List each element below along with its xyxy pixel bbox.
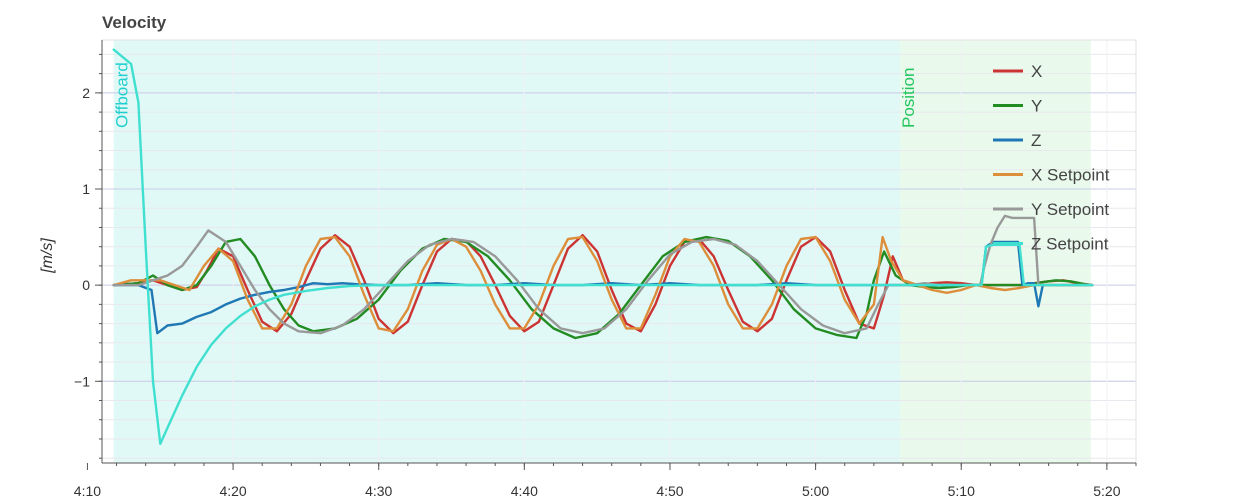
legend-label-z-setpoint: Z Setpoint	[1031, 235, 1109, 254]
x-tick-label: 5:20	[1093, 483, 1120, 499]
y-axis-label: [m/s]	[39, 238, 56, 274]
legend-label-z: Z	[1031, 131, 1041, 150]
legend-label-y-setpoint: Y Setpoint	[1031, 200, 1109, 219]
chart-labels: Offboard Position Velocity [m/s]	[39, 13, 918, 274]
x-tick-label: 4:50	[656, 483, 683, 499]
x-tick-label: 4:30	[365, 483, 392, 499]
y-tick-label: 1	[82, 181, 90, 197]
flight-mode-bands	[113, 40, 1091, 463]
legend-label-x: X	[1031, 62, 1042, 81]
axes: 2 1 0 −1 4:10 4:20 4:30 4:40 4:50 5:00 5:10 5:20	[74, 39, 1137, 499]
mode-band-position	[900, 40, 1091, 463]
grid	[102, 40, 1136, 463]
x-tick-label: 4:10	[74, 483, 101, 499]
mode-band-offboard	[113, 40, 901, 463]
chart-title: Velocity	[102, 13, 167, 32]
y-tick-label: 0	[82, 277, 90, 293]
mode-label-position: Position	[899, 68, 918, 128]
y-tick-label: −1	[74, 373, 90, 389]
x-tick-label: 4:40	[511, 483, 538, 499]
x-tick-label: 5:00	[802, 483, 829, 499]
mode-label-offboard: Offboard	[113, 62, 132, 128]
x-tick-label: 5:10	[948, 483, 975, 499]
series-line-y-setpoint	[112, 214, 1094, 335]
legend-label-y: Y	[1031, 97, 1042, 116]
x-tick-label: 4:20	[219, 483, 246, 499]
legend: XYZ X Setpoint Y Setpoint Z Setpoint	[993, 62, 1110, 254]
y-tick-label: 2	[82, 85, 90, 101]
legend-label-x-setpoint: X Setpoint	[1031, 166, 1110, 185]
